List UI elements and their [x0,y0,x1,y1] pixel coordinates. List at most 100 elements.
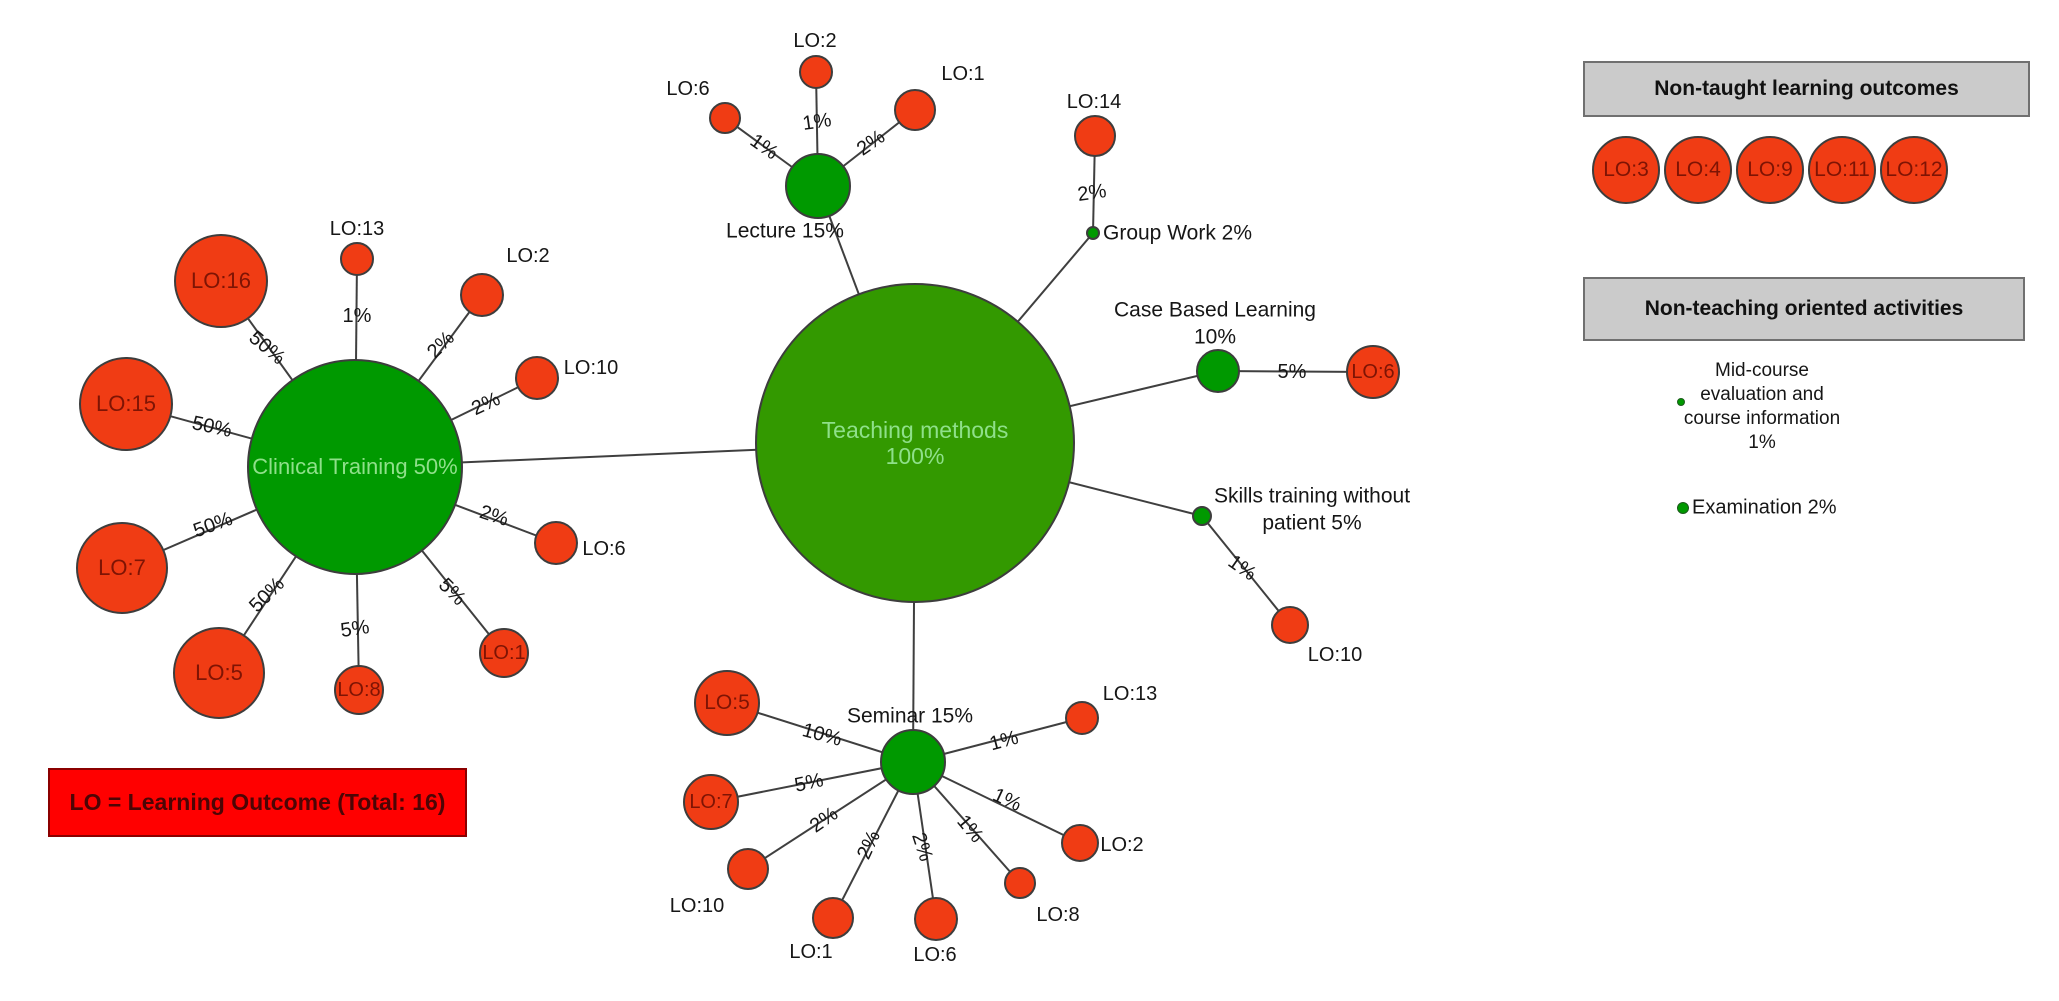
node-lecture-lo1 [894,89,936,131]
label-clinical-lo6-label-line: LO:6 [582,538,626,560]
label-group-work-label-line: Group Work 2% [1103,221,1252,245]
label-skills-training-label-line: Skills training without [1213,484,1411,508]
label-skills-lo10-label: LO:10 [1308,642,1362,668]
label-lecture-lo2-label: LO:2 [793,28,836,54]
lo-definition-label: LO = Learning Outcome (Total: 16) [69,789,446,815]
label-pct-cbl-lo6-line: 5% [1277,361,1307,383]
label-seminar-lo6-label: LO:6 [913,942,956,968]
label-clinical-lo13-label: LO:13 [330,216,384,242]
non-taught-circle-lo4: LO:4 [1664,136,1732,204]
label-seminar-lo1-label: LO:1 [789,939,832,965]
label-pct-clinical-lo8: 5% [339,614,371,644]
label-clinical-lo2-label-line: LO:2 [506,245,550,267]
label-seminar-lo2-label-line: LO:2 [1100,834,1144,856]
non-taught-circle-label: LO:11 [1814,158,1870,181]
node-groupwork-lo14 [1074,115,1116,157]
non-taught-circle-lo12: LO:12 [1880,136,1948,204]
label-pct-clinical-lo8-line: 5% [339,616,371,642]
label-seminar-lo13-label-line: LO:13 [1102,683,1158,705]
node-seminar-lo10 [727,848,769,890]
node-lecture-lo2 [799,55,833,89]
midcourse-evaluation-note: Mid-course evaluation and course informa… [1662,359,1862,455]
label-groupwork-lo14-label-line: LO:14 [1066,91,1122,113]
non-taught-outcomes-header: Non-taught learning outcomes [1583,61,2030,117]
node-seminar-lo7: LO:7 [683,774,739,830]
label-clinical-lo10-label-line: LO:10 [563,357,619,379]
non-taught-circle-lo11: LO:11 [1808,136,1876,204]
label-lecture-lo6-label-line: LO:6 [666,78,710,100]
node-seminar [880,729,946,795]
label-skills-training-label: Skills training without patient 5% [1214,483,1410,538]
label-clinical-lo6-label: LO:6 [582,536,625,562]
node-teaching-methods-label: Teaching methods [821,416,1009,443]
label-case-based-learning-label-line: Case Based Learning [1114,298,1316,322]
node-clinical-lo1: LO:1 [479,628,529,678]
label-clinical-lo2-label: LO:2 [506,243,549,269]
examination-dot-icon [1677,502,1689,514]
midcourse-dot-icon [1677,398,1685,406]
node-skills-lo10 [1271,606,1309,644]
label-seminar-lo8-label: LO:8 [1036,902,1079,928]
lo-definition-box: LO = Learning Outcome (Total: 16) [48,768,467,837]
node-clinical-lo16: LO:16 [174,234,268,328]
node-clinical-lo13 [340,242,374,276]
label-seminar-lo10-label-line: LO:10 [669,895,725,917]
label-skills-lo10-label-line: LO:10 [1307,644,1363,666]
node-seminar-lo8 [1004,867,1036,899]
label-case-based-learning-label-line: 10% [1193,326,1237,349]
label-seminar-lo1-label-line: LO:1 [789,941,833,963]
node-skills-training [1192,506,1212,526]
label-groupwork-lo14-label: LO:14 [1067,89,1121,115]
label-lecture-label: Lecture 15% [726,217,844,244]
label-lecture-lo2-label-line: LO:2 [793,30,837,52]
node-lecture [785,153,851,219]
node-clinical-lo2 [460,273,504,317]
label-pct-cbl-lo6: 5% [1278,359,1307,385]
examination-note: Examination 2% [1692,497,1837,520]
label-pct-lecture-lo2: 1% [801,107,833,137]
label-seminar-lo2-label: LO:2 [1100,832,1143,858]
non-teaching-activities-header: Non-teaching oriented activities [1583,277,2025,341]
node-teaching-methods: Teaching methods 100% [755,283,1075,603]
label-seminar-lo6-label-line: LO:6 [913,944,957,966]
label-group-work-label: Group Work 2% [1103,219,1252,246]
label-skills-training-label-line: patient 5% [1262,512,1362,535]
label-pct-groupwork-lo14-line: 2% [1076,180,1108,206]
node-seminar-lo5-label: LO:5 [704,690,750,714]
examination-label: Examination 2% [1692,496,1837,519]
non-taught-circle-label: LO:4 [1675,158,1721,181]
node-clinical-lo5: LO:5 [173,627,265,719]
node-clinical-lo5-label: LO:5 [195,660,243,686]
node-seminar-lo1 [812,897,854,939]
node-clinical-lo10 [515,356,559,400]
label-seminar-lo10-label: LO:10 [670,893,724,919]
node-clinical-lo7-label: LO:7 [98,555,146,581]
midcourse-line-3: course information [1683,408,1841,429]
label-lecture-label-line: Lecture 15% [726,219,844,243]
node-clinical-lo15: LO:15 [79,357,173,451]
edge-skills-training-skills-lo10 [1201,515,1291,626]
node-seminar-lo7-label: LO:7 [689,790,733,813]
label-case-based-learning-label: Case Based Learning 10% [1114,297,1316,352]
label-pct-clinical-lo13: 1% [343,303,372,329]
label-seminar-lo13-label: LO:13 [1103,681,1157,707]
non-taught-circle-label: LO:12 [1885,158,1943,181]
non-taught-outcomes-title: Non-taught learning outcomes [1654,77,1959,100]
label-lecture-lo1-label: LO:1 [941,61,984,87]
node-seminar-lo13 [1065,701,1099,735]
non-taught-circle-label: LO:3 [1603,158,1649,181]
node-clinical-lo8-label: LO:8 [337,678,381,701]
node-lecture-lo6 [709,102,741,134]
node-seminar-lo6 [914,897,958,941]
label-clinical-lo10-label: LO:10 [564,355,618,381]
non-taught-outcome-circles: LO:3 LO:4 LO:9 LO:11 LO:12 [1592,136,1948,204]
node-case-based-learning [1196,349,1240,393]
non-taught-circle-lo9: LO:9 [1736,136,1804,204]
node-cbl-lo6-label: LO:6 [1351,360,1395,383]
label-seminar-label-line: Seminar 15% [846,704,974,728]
node-clinical-lo1-label: LO:1 [482,641,526,664]
label-seminar-label: Seminar 15% [847,702,973,729]
node-clinical-lo15-label: LO:15 [96,391,156,417]
label-pct-groupwork-lo14: 2% [1076,178,1108,208]
